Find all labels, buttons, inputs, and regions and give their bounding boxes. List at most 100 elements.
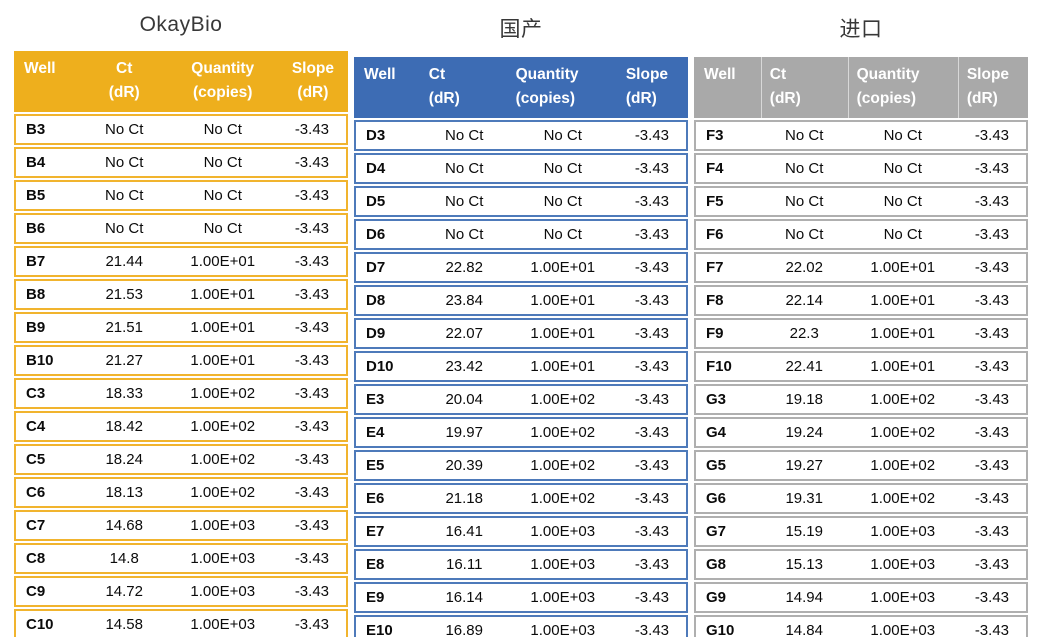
cell-slope: -3.43	[277, 114, 348, 145]
cell-well: G9	[694, 582, 761, 613]
table-row: G7 15.19 1.00E+03 -3.43	[694, 516, 1028, 547]
cell-ct: No Ct	[420, 120, 508, 151]
table-row: F4 No Ct No Ct -3.43	[694, 153, 1028, 184]
table-row: B7 21.44 1.00E+01 -3.43	[14, 246, 348, 277]
table-row: D6 No Ct No Ct -3.43	[354, 219, 688, 250]
cell-well: F5	[694, 186, 761, 217]
cell-ct: No Ct	[420, 219, 508, 250]
cell-quantity: 1.00E+02	[507, 483, 618, 514]
cell-quantity: No Ct	[507, 120, 618, 151]
cell-slope: -3.43	[617, 120, 688, 151]
qpcr-table-domestic: Well Ct (dR) Quantity (copies) Slope (dR) D…	[354, 55, 688, 637]
table-row: F8 22.14 1.00E+01 -3.43	[694, 285, 1028, 316]
cell-well: B7	[14, 246, 81, 277]
cell-slope: -3.43	[617, 285, 688, 316]
table-row: E7 16.41 1.00E+03 -3.43	[354, 516, 688, 547]
table-row: B4 No Ct No Ct -3.43	[14, 147, 348, 178]
cell-well: F10	[694, 351, 761, 382]
cell-slope: -3.43	[957, 384, 1028, 415]
table-row: D10 23.42 1.00E+01 -3.43	[354, 351, 688, 382]
cell-slope: -3.43	[957, 417, 1028, 448]
cell-well: C3	[14, 378, 81, 409]
cell-slope: -3.43	[957, 219, 1028, 250]
cell-quantity: 1.00E+03	[847, 582, 958, 613]
cell-ct: 21.27	[80, 345, 168, 376]
cell-slope: -3.43	[277, 411, 348, 442]
cell-well: B6	[14, 213, 81, 244]
cell-slope: -3.43	[277, 609, 348, 637]
cell-well: E9	[354, 582, 421, 613]
cell-slope: -3.43	[957, 450, 1028, 481]
cell-quantity: 1.00E+02	[847, 483, 958, 514]
cell-slope: -3.43	[617, 153, 688, 184]
cell-well: C9	[14, 576, 81, 607]
table-block-okaybio: OkayBio Well Ct (dR) Quantity (copies) Slo…	[14, 0, 348, 637]
column-header-quantity: Quantity (copies)	[507, 57, 618, 118]
table-row: G10 14.84 1.00E+03 -3.43	[694, 615, 1028, 637]
cell-quantity: 1.00E+03	[167, 576, 278, 607]
cell-well: B4	[14, 147, 81, 178]
cell-ct: 14.84	[760, 615, 848, 637]
cell-ct: 19.27	[760, 450, 848, 481]
cell-slope: -3.43	[277, 345, 348, 376]
cell-slope: -3.43	[277, 312, 348, 343]
cell-ct: 23.42	[420, 351, 508, 382]
cell-slope: -3.43	[617, 483, 688, 514]
table-row: E4 19.97 1.00E+02 -3.43	[354, 417, 688, 448]
cell-ct: 20.04	[420, 384, 508, 415]
column-header-well: Well	[354, 57, 421, 118]
cell-quantity: 1.00E+01	[507, 318, 618, 349]
cell-ct: 22.41	[760, 351, 848, 382]
column-header-quantity: Quantity (copies)	[167, 51, 278, 112]
cell-ct: 22.14	[760, 285, 848, 316]
cell-slope: -3.43	[617, 384, 688, 415]
cell-quantity: 1.00E+02	[167, 477, 278, 508]
cell-well: F4	[694, 153, 761, 184]
table-row: D8 23.84 1.00E+01 -3.43	[354, 285, 688, 316]
cell-ct: 22.3	[760, 318, 848, 349]
column-header-slope: Slope (dR)	[957, 57, 1028, 118]
cell-quantity: No Ct	[507, 153, 618, 184]
cell-slope: -3.43	[957, 252, 1028, 283]
cell-slope: -3.43	[957, 615, 1028, 637]
cell-well: E3	[354, 384, 421, 415]
cell-well: F7	[694, 252, 761, 283]
table-row: F5 No Ct No Ct -3.43	[694, 186, 1028, 217]
cell-well: D4	[354, 153, 421, 184]
cell-well: D3	[354, 120, 421, 151]
cell-well: B9	[14, 312, 81, 343]
cell-slope: -3.43	[277, 510, 348, 541]
cell-quantity: 1.00E+02	[507, 450, 618, 481]
cell-well: F3	[694, 120, 761, 151]
cell-quantity: 1.00E+03	[167, 609, 278, 637]
table-row: E5 20.39 1.00E+02 -3.43	[354, 450, 688, 481]
cell-quantity: 1.00E+02	[167, 444, 278, 475]
table-row: E3 20.04 1.00E+02 -3.43	[354, 384, 688, 415]
cell-quantity: 1.00E+03	[847, 615, 958, 637]
cell-ct: No Ct	[420, 153, 508, 184]
table-row: G5 19.27 1.00E+02 -3.43	[694, 450, 1028, 481]
cell-well: E5	[354, 450, 421, 481]
column-header-well: Well	[694, 57, 761, 118]
table-row: E8 16.11 1.00E+03 -3.43	[354, 549, 688, 580]
cell-quantity: No Ct	[847, 120, 958, 151]
table-row: F7 22.02 1.00E+01 -3.43	[694, 252, 1028, 283]
header-row: Well Ct (dR) Quantity (copies) Slope (dR)	[354, 57, 688, 118]
column-header-quantity: Quantity (copies)	[847, 57, 958, 118]
cell-quantity: 1.00E+03	[167, 510, 278, 541]
cell-well: C6	[14, 477, 81, 508]
table-row: F9 22.3 1.00E+01 -3.43	[694, 318, 1028, 349]
cell-slope: -3.43	[617, 615, 688, 637]
cell-well: F9	[694, 318, 761, 349]
cell-well: G6	[694, 483, 761, 514]
cell-quantity: 1.00E+02	[847, 450, 958, 481]
cell-well: E8	[354, 549, 421, 580]
header-row: Well Ct (dR) Quantity (copies) Slope (dR)	[14, 51, 348, 112]
cell-ct: 16.41	[420, 516, 508, 547]
column-header-slope: Slope (dR)	[617, 57, 688, 118]
table-title-imported: 进口	[839, 18, 883, 41]
table-block-imported: 进口 Well Ct (dR) Quantity (copies) Slope (dR…	[694, 0, 1028, 637]
table-row: F10 22.41 1.00E+01 -3.43	[694, 351, 1028, 382]
cell-slope: -3.43	[617, 186, 688, 217]
table-row: E6 21.18 1.00E+02 -3.43	[354, 483, 688, 514]
